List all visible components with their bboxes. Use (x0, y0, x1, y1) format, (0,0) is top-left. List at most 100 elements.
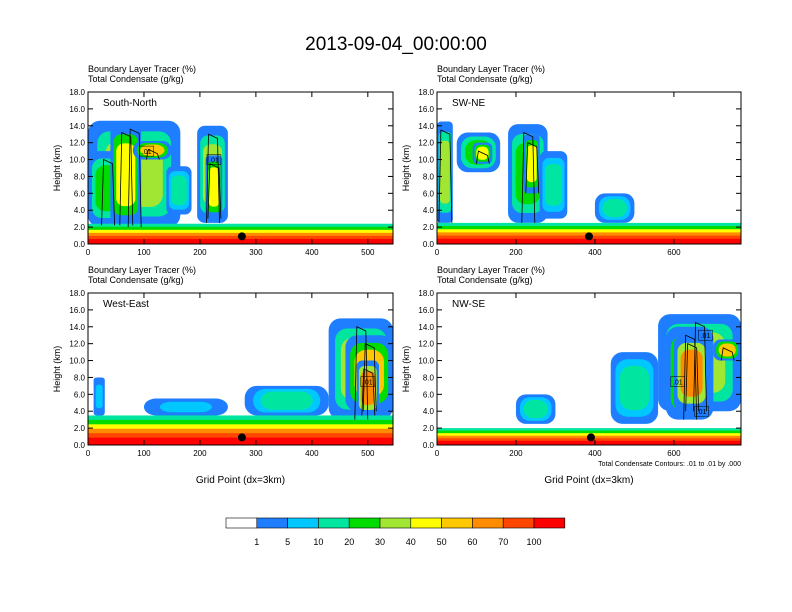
tracer-cloud-4-level-2 (526, 145, 537, 183)
x-tick-label: 600 (667, 449, 681, 458)
colorbar-cell (256, 517, 288, 529)
colorbar-cell (379, 517, 412, 529)
contour-label: .01 (363, 380, 373, 387)
plot-frame (87, 292, 394, 446)
y-tick-label: 16.0 (69, 105, 85, 114)
panel-nw-se: .01 .01 .01 0.0 2.0 4.0 6.0 8.0 10.0 12.0 14.0 16.0… (401, 265, 742, 486)
y-tick-label: 18.0 (69, 88, 85, 97)
y-tick-label: 12.0 (418, 139, 434, 148)
x-tick-label: 0 (86, 449, 91, 458)
panel-title-line2: Total Condensate (g/kg) (88, 74, 184, 84)
condensate-contour-0 (127, 128, 142, 228)
colorbar-label: 30 (375, 537, 385, 547)
y-axis-label: Height (km) (52, 145, 62, 192)
x-tick-label: 100 (137, 449, 151, 458)
tracer-cloud-4-level-2 (523, 399, 548, 419)
contour-label: .01 (673, 380, 683, 387)
condensate-contour-0 (354, 326, 369, 420)
panel-sw-ne: 0.0 2.0 4.0 6.0 8.0 10.0 12.0 14.0 16.0 18.0 0 200 4… (401, 64, 742, 257)
condensate-contour-4 (525, 142, 540, 194)
y-tick-label: 16.0 (418, 105, 434, 114)
contour-label: .01 (701, 333, 711, 340)
tracer-cloud-4-level-2 (159, 401, 212, 413)
plot-area: .01 (88, 318, 393, 445)
condensate-contour-3 (521, 131, 536, 223)
x-tick-label: 400 (588, 449, 602, 458)
y-tick-label: 8.0 (423, 373, 435, 382)
y-axis-label: Height (km) (401, 145, 411, 192)
contour-label-box (139, 145, 155, 157)
y-tick-label: 6.0 (423, 390, 435, 399)
condensate-contour-2 (119, 131, 134, 226)
x-tick-label: 100 (137, 248, 151, 257)
location-marker (237, 433, 246, 442)
x-tick-label: 0 (435, 248, 440, 257)
plot-frame (87, 91, 394, 245)
y-tick-label: 4.0 (74, 206, 86, 215)
x-tick-label: 200 (193, 449, 207, 458)
plot-area (437, 121, 741, 244)
panel-title-line1: Boundary Layer Tracer (%) (88, 64, 196, 74)
tracer-cloud-6-level-2 (208, 167, 220, 207)
colorbar-cell (502, 517, 535, 529)
y-tick-label: 10.0 (69, 357, 85, 366)
tracer-cloud-4-level-2 (171, 175, 187, 206)
y-tick-label: 18.0 (418, 289, 434, 298)
tracer-cloud-2-level-2 (680, 349, 703, 397)
condensate-contour-5 (206, 133, 220, 223)
contour-label: .01 (209, 158, 219, 165)
plot-area: .01 .01 (88, 120, 393, 244)
colorbar: 1 5 10 20 30 40 50 60 70 100 (225, 517, 566, 547)
y-tick-label: 0.0 (423, 240, 435, 249)
y-tick-label: 8.0 (423, 172, 435, 181)
y-tick-label: 6.0 (423, 189, 435, 198)
x-tick-label: 200 (193, 248, 207, 257)
condensate-contour-1 (362, 343, 377, 412)
colorbar-label: 10 (313, 537, 323, 547)
colorbar-label: 100 (526, 537, 541, 547)
location-marker (237, 232, 246, 241)
condensate-contour-6 (207, 163, 222, 219)
y-tick-label: 14.0 (69, 323, 85, 332)
x-tick-label: 400 (588, 248, 602, 257)
colorbar-label: 50 (437, 537, 447, 547)
panel-label: SW-NE (452, 98, 485, 109)
y-axis-label: Height (km) (52, 346, 62, 393)
panel-title-line1: Boundary Layer Tracer (%) (437, 265, 545, 275)
y-tick-label: 14.0 (69, 122, 85, 131)
tracer-cloud-5-level-2 (544, 163, 563, 206)
x-tick-label: 200 (509, 248, 523, 257)
panel-label: South-North (103, 98, 157, 109)
x-tick-label: 500 (361, 248, 375, 257)
colorbar-cell (410, 517, 442, 529)
tracer-cloud-3-level-2 (260, 391, 313, 410)
y-tick-label: 4.0 (74, 407, 86, 416)
x-tick-label: 200 (509, 449, 523, 458)
colorbar-label: 60 (467, 537, 477, 547)
y-tick-label: 16.0 (69, 306, 85, 315)
contour-label: .01 (697, 409, 707, 416)
y-axis-label: Height (km) (401, 346, 411, 393)
y-tick-label: 8.0 (74, 373, 86, 382)
colorbar-cell (287, 517, 319, 529)
panel-title-line2: Total Condensate (g/kg) (88, 275, 184, 285)
contour-label-box (670, 376, 686, 387)
panel-title-line2: Total Condensate (g/kg) (437, 74, 533, 84)
tracer-cloud-3-level-2 (140, 144, 165, 157)
boundary-layer-band-5 (88, 437, 393, 445)
x-tick-label: 600 (667, 248, 681, 257)
plot-area: .01 .01 .01 (437, 314, 741, 445)
y-tick-label: 6.0 (74, 390, 86, 399)
condensate-contour-5 (720, 347, 735, 361)
plot-frame (436, 292, 742, 446)
condensate-contour-0 (693, 321, 707, 412)
boundary-layer-band-5 (437, 440, 741, 445)
y-tick-label: 14.0 (418, 122, 434, 131)
x-tick-label: 300 (249, 449, 263, 458)
panel-title-line1: Boundary Layer Tracer (%) (88, 265, 196, 275)
tracer-cloud-5-level-2 (95, 384, 103, 409)
panels: .01 .01 0.0 2.0 4.0 6.0 8.0 10.0 12.0 14.0 16.0 18.… (52, 64, 742, 486)
boundary-layer-band-5 (437, 238, 741, 244)
y-tick-label: 4.0 (423, 206, 435, 215)
panel-south-north: .01 .01 0.0 2.0 4.0 6.0 8.0 10.0 12.0 14.0 16.0 18.… (52, 64, 394, 257)
